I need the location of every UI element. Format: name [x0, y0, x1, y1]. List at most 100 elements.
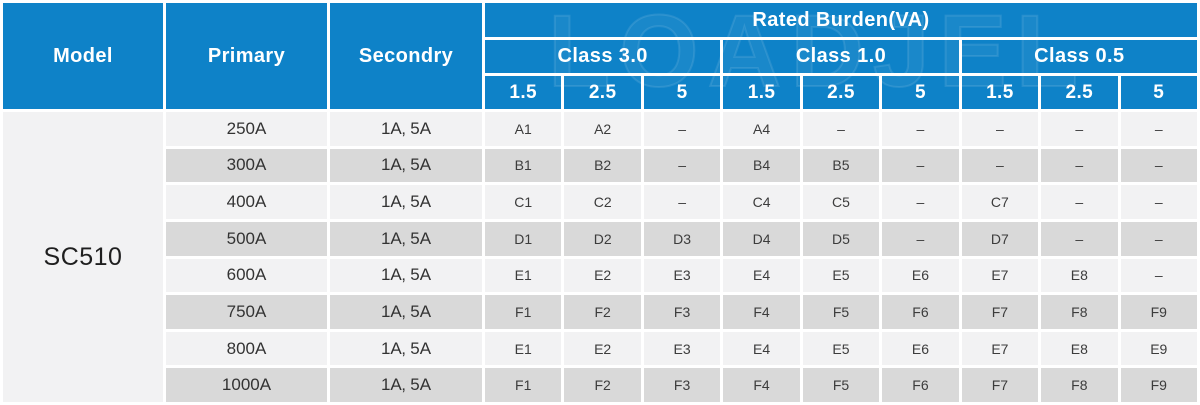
burden-cell: D3: [643, 221, 721, 256]
burden-cell: E8: [1041, 258, 1118, 293]
burden-cell: F9: [1120, 295, 1197, 329]
primary-cell: 250A: [166, 112, 327, 146]
burden-cell: E4: [723, 258, 800, 293]
rated-burden-header: Rated Burden(VA): [485, 3, 1197, 37]
burden-cell: F2: [564, 368, 641, 402]
burden-cell: F4: [723, 295, 800, 329]
burden-cell: E6: [882, 258, 959, 293]
primary-cell: 300A: [166, 148, 327, 183]
primary-cell: 400A: [166, 185, 327, 219]
primary-cell: 800A: [166, 331, 327, 366]
burden-cell: F6: [882, 368, 959, 402]
secondary-cell: 1A‚ 5A: [330, 258, 482, 293]
burden-cell: F6: [882, 295, 959, 329]
burden-cell: B2: [564, 148, 641, 183]
burden-cell: E7: [961, 258, 1039, 293]
burden-cell: E8: [1041, 331, 1118, 366]
secondary-cell: 1A‚ 5A: [330, 331, 482, 366]
burden-cell: E1: [485, 331, 562, 366]
class-1-0-header: Class 1.0: [723, 40, 959, 73]
model-value-cell: SC510: [3, 112, 163, 402]
burden-cell: D2: [564, 221, 641, 256]
burden-cell: F5: [802, 295, 880, 329]
burden-cell: E1: [485, 258, 562, 293]
burden-cell: –: [882, 112, 959, 146]
burden-cell: F1: [485, 368, 562, 402]
burden-value-header: 1.5: [961, 76, 1039, 109]
burden-cell: B1: [485, 148, 562, 183]
burden-cell: A2: [564, 112, 641, 146]
burden-value-header: 1.5: [723, 76, 800, 109]
class-0-5-header: Class 0.5: [961, 40, 1197, 73]
secondary-cell: 1A‚ 5A: [330, 295, 482, 329]
burden-cell: –: [643, 185, 721, 219]
burden-cell: C2: [564, 185, 641, 219]
burden-cell: –: [1041, 112, 1118, 146]
burden-cell: –: [961, 112, 1039, 146]
burden-cell: E2: [564, 331, 641, 366]
burden-cell: –: [882, 185, 959, 219]
burden-cell: –: [1120, 112, 1197, 146]
burden-value-header: 2.5: [1041, 76, 1118, 109]
burden-cell: –: [1041, 148, 1118, 183]
secondary-cell: 1A‚ 5A: [330, 112, 482, 146]
burden-cell: –: [961, 148, 1039, 183]
secondary-header: Secondry: [330, 3, 482, 109]
secondary-cell: 1A‚ 5A: [330, 148, 482, 183]
primary-header: Primary: [166, 3, 327, 109]
burden-cell: B4: [723, 148, 800, 183]
burden-cell: E5: [802, 258, 880, 293]
burden-value-header: 5: [643, 76, 721, 109]
burden-cell: F5: [802, 368, 880, 402]
primary-cell: 1000A: [166, 368, 327, 402]
secondary-cell: 1A‚ 5A: [330, 185, 482, 219]
burden-cell: C7: [961, 185, 1039, 219]
burden-cell: E3: [643, 331, 721, 366]
burden-value-header: 5: [882, 76, 959, 109]
model-header: Model: [3, 3, 163, 109]
burden-cell: A4: [723, 112, 800, 146]
burden-cell: E5: [802, 331, 880, 366]
burden-cell: –: [802, 112, 880, 146]
burden-cell: D7: [961, 221, 1039, 256]
burden-cell: D4: [723, 221, 800, 256]
burden-cell: F7: [961, 368, 1039, 402]
burden-value-header: 2.5: [564, 76, 641, 109]
burden-cell: –: [882, 148, 959, 183]
class-3-0-header: Class 3.0: [485, 40, 721, 73]
burden-cell: E3: [643, 258, 721, 293]
burden-cell: –: [1120, 148, 1197, 183]
burden-cell: F7: [961, 295, 1039, 329]
burden-cell: E7: [961, 331, 1039, 366]
burden-cell: E6: [882, 331, 959, 366]
burden-cell: B5: [802, 148, 880, 183]
burden-cell: –: [1120, 258, 1197, 293]
burden-value-header: 2.5: [802, 76, 880, 109]
burden-cell: A1: [485, 112, 562, 146]
burden-cell: –: [1041, 221, 1118, 256]
burden-cell: F3: [643, 368, 721, 402]
burden-cell: F4: [723, 368, 800, 402]
burden-cell: –: [882, 221, 959, 256]
burden-cell: –: [1120, 185, 1197, 219]
burden-cell: –: [1041, 185, 1118, 219]
burden-cell: F8: [1041, 368, 1118, 402]
burden-cell: –: [643, 112, 721, 146]
burden-cell: D5: [802, 221, 880, 256]
burden-cell: –: [1120, 221, 1197, 256]
burden-cell: C5: [802, 185, 880, 219]
primary-cell: 750A: [166, 295, 327, 329]
primary-cell: 500A: [166, 221, 327, 256]
burden-cell: C4: [723, 185, 800, 219]
burden-cell: F2: [564, 295, 641, 329]
secondary-cell: 1A‚ 5A: [330, 368, 482, 402]
primary-cell: 600A: [166, 258, 327, 293]
burden-cell: F9: [1120, 368, 1197, 402]
burden-cell: E2: [564, 258, 641, 293]
burden-cell: F8: [1041, 295, 1118, 329]
burden-cell: F1: [485, 295, 562, 329]
burden-value-header: 5: [1120, 76, 1197, 109]
burden-cell: –: [643, 148, 721, 183]
burden-cell: F3: [643, 295, 721, 329]
